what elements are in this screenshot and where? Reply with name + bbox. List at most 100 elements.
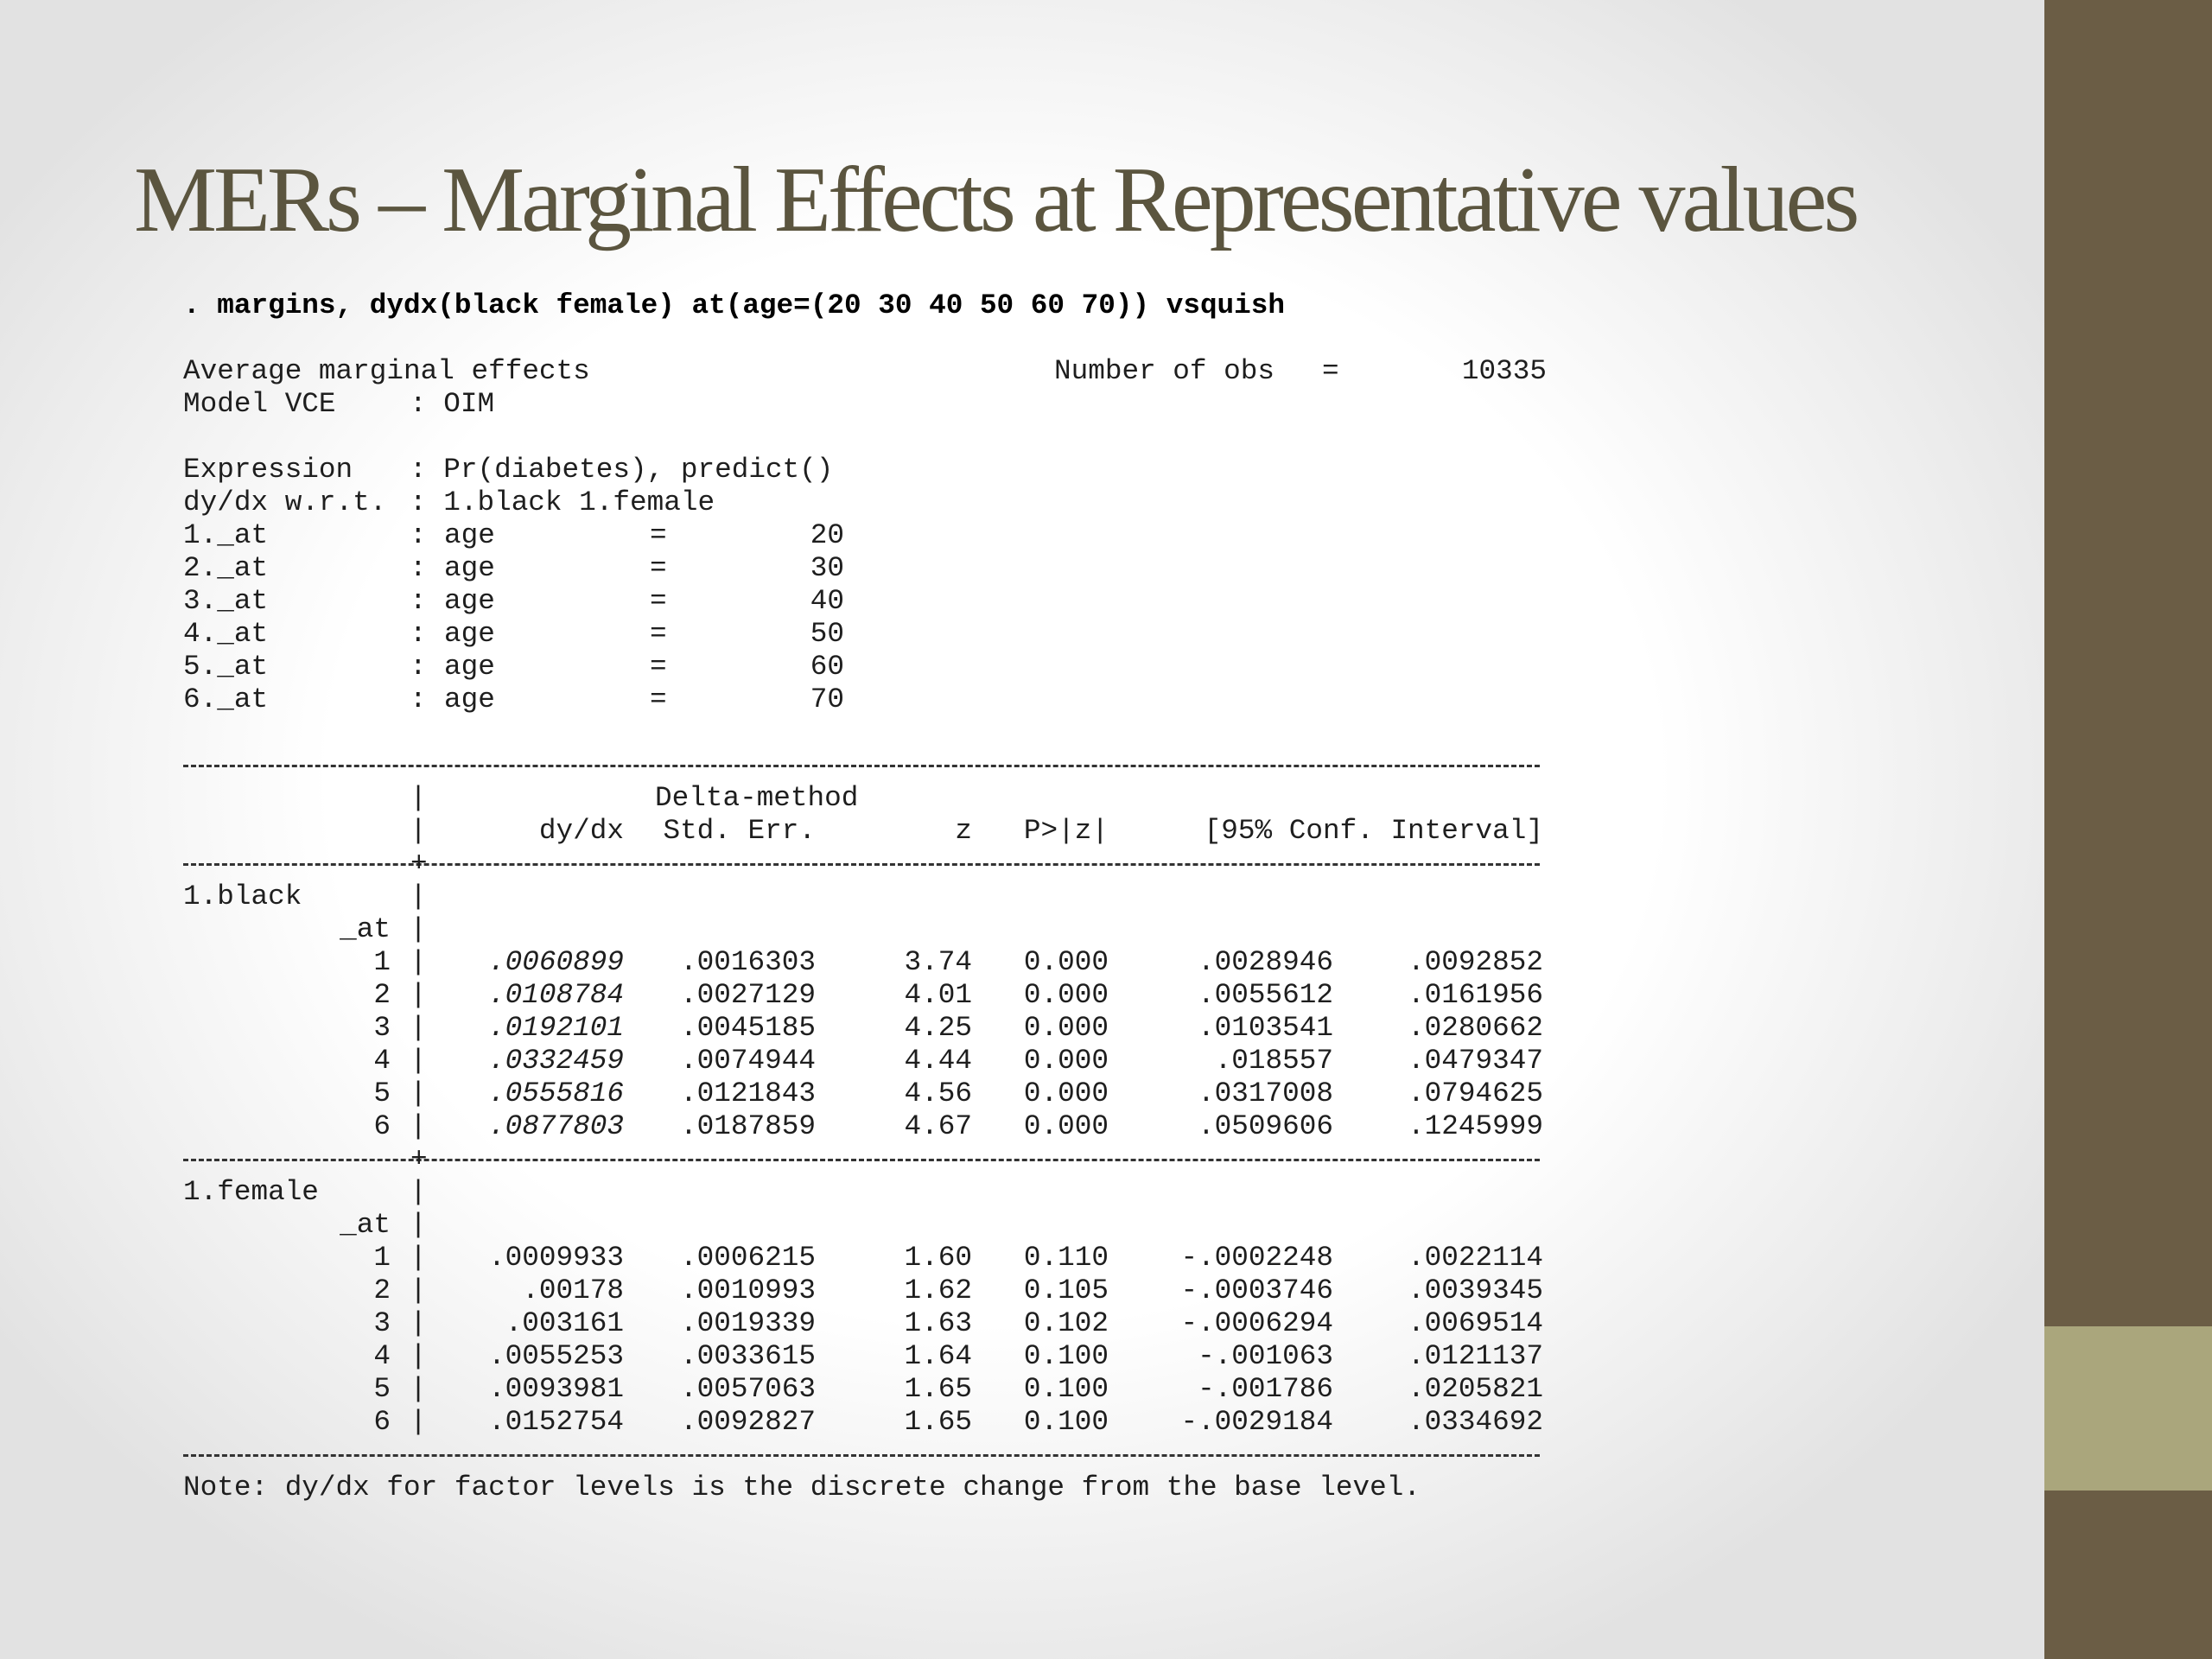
table-bottom-rule xyxy=(183,1439,1540,1471)
table-row: 5 | .0093981 .0057063 1.65 0.100 -.001786 .0205… xyxy=(183,1373,1543,1406)
col-header-p: P>|z| xyxy=(1023,815,1109,847)
cell-p-value: 0.110 xyxy=(1023,1242,1109,1274)
at-colon: : xyxy=(410,519,427,551)
cell-z: 1.60 xyxy=(904,1242,972,1274)
nobs-label: Number of obs xyxy=(1054,355,1275,387)
at-var: age xyxy=(444,618,495,650)
slide-title: MERs – Marginal Effects at Representativ… xyxy=(134,149,1859,251)
column-divider: | xyxy=(410,1209,427,1241)
table-top-rule xyxy=(183,749,1540,782)
at-eq: = xyxy=(650,683,667,715)
at-label-row: _at | xyxy=(183,1209,1540,1242)
at-index: 1 xyxy=(373,1242,391,1274)
cell-std-err: .0074944 xyxy=(680,1045,816,1077)
at-eq: = xyxy=(650,519,667,551)
at-value: 50 xyxy=(810,618,844,650)
at-colon: : xyxy=(410,618,427,650)
cell-std-err: .0016303 xyxy=(680,946,816,978)
cell-dydx: .0055253 xyxy=(488,1340,624,1372)
table-row: 3 | .0192101 .0045185 4.25 0.000 .0103541 .0280… xyxy=(183,1012,1543,1045)
at-label-row: _at | xyxy=(183,913,1540,946)
delta-method-label: Delta-method xyxy=(655,782,859,814)
at-colon: : xyxy=(410,585,427,617)
cell-ci-upper: .1245999 xyxy=(1408,1110,1543,1142)
at-name: 1._at xyxy=(183,519,269,551)
at-index: 2 xyxy=(373,1274,391,1306)
cell-ci-lower: .018557 xyxy=(1214,1045,1333,1077)
column-divider: | xyxy=(410,946,427,978)
cell-ci-upper: .0280662 xyxy=(1408,1012,1543,1044)
column-divider: | xyxy=(410,1045,427,1077)
cell-z: 4.44 xyxy=(904,1045,972,1077)
cell-z: 4.67 xyxy=(904,1110,972,1142)
cell-ci-upper: .0205821 xyxy=(1408,1373,1543,1405)
table-row: 1 | .0009933 .0006215 1.60 0.110 -.0002248 .002… xyxy=(183,1242,1543,1274)
header-title: Average marginal effects xyxy=(183,355,590,387)
at-label: _at xyxy=(340,913,391,945)
at-eq: = xyxy=(650,651,667,683)
model-vce-value: : OIM xyxy=(410,388,495,420)
at-var: age xyxy=(444,683,495,715)
at-colon: : xyxy=(410,552,427,584)
cell-z: 1.64 xyxy=(904,1340,972,1372)
cell-std-err: .0187859 xyxy=(680,1110,816,1142)
cell-ci-lower: -.001063 xyxy=(1198,1340,1333,1372)
group-name: 1.female xyxy=(183,1176,319,1208)
at-var: age xyxy=(444,585,495,617)
at-index: 5 xyxy=(373,1373,391,1405)
cell-p-value: 0.000 xyxy=(1023,979,1109,1011)
model-vce-label: Model VCE xyxy=(183,388,336,420)
col-header-z: z xyxy=(955,815,972,847)
cell-dydx: .003161 xyxy=(505,1307,624,1339)
at-name: 3._at xyxy=(183,585,269,617)
note-line: Note: dy/dx for factor levels is the dis… xyxy=(183,1471,1421,1503)
at-definitions: 1._at: age = 20 2._at: age = 30 3._at: age = 40 4._a… xyxy=(183,519,1540,716)
cell-std-err: .0006215 xyxy=(680,1242,816,1274)
at-value: 40 xyxy=(810,585,844,617)
at-definition-row: 3._at: age = 40 xyxy=(183,585,1540,618)
dydx-wrt-value: : 1.black 1.female xyxy=(410,486,715,518)
cell-std-err: .0019339 xyxy=(680,1307,816,1339)
table-row: 2 | .00178 .0010993 1.62 0.105 -.0003746 .00393… xyxy=(183,1274,1543,1307)
column-divider: | xyxy=(410,1242,427,1274)
cell-dydx: .0060899 xyxy=(488,946,624,978)
at-index: 5 xyxy=(373,1077,391,1109)
cell-p-value: 0.000 xyxy=(1023,1045,1109,1077)
at-index: 3 xyxy=(373,1307,391,1339)
table-row: 6 | .0877803 .0187859 4.67 0.000 .0509606 .1245… xyxy=(183,1110,1543,1143)
decorative-sidebar xyxy=(2044,0,2212,1659)
cell-dydx: .0877803 xyxy=(488,1110,624,1142)
cell-std-err: .0027129 xyxy=(680,979,816,1011)
column-divider: | xyxy=(410,880,427,912)
cell-z: 4.25 xyxy=(904,1012,972,1044)
at-eq: = xyxy=(650,552,667,584)
column-divider: | xyxy=(410,1307,427,1339)
cell-p-value: 0.000 xyxy=(1023,1110,1109,1142)
col-header-ci: [95% Conf. Interval] xyxy=(1204,815,1543,847)
cell-std-err: .0010993 xyxy=(680,1274,816,1306)
table-body: 1.black | _at | 1 | .0060899 .0016303 3.74 0.000.… xyxy=(183,880,1543,1471)
cell-z: 1.65 xyxy=(904,1406,972,1438)
nobs-eq: = xyxy=(1322,355,1339,387)
at-definition-row: 1._at: age = 20 xyxy=(183,519,1540,552)
at-definition-row: 4._at: age = 50 xyxy=(183,618,1540,651)
cell-p-value: 0.000 xyxy=(1023,1012,1109,1044)
dydx-wrt-row: dy/dx w.r.t.: 1.black 1.female xyxy=(183,486,1540,519)
cell-ci-upper: .0069514 xyxy=(1408,1307,1543,1339)
cell-std-err: .0057063 xyxy=(680,1373,816,1405)
cell-z: 4.56 xyxy=(904,1077,972,1109)
slide: MERs – Marginal Effects at Representativ… xyxy=(0,0,2044,1659)
column-divider: | xyxy=(410,1110,427,1142)
at-index: 4 xyxy=(373,1045,391,1077)
table-row: 3 | .003161 .0019339 1.63 0.102 -.0006294 .0069… xyxy=(183,1307,1543,1340)
at-index: 6 xyxy=(373,1406,391,1438)
cell-ci-upper: .0794625 xyxy=(1408,1077,1543,1109)
column-divider: | xyxy=(410,1373,427,1405)
cell-z: 3.74 xyxy=(904,946,972,978)
table-row: 4 | .0332459 .0074944 4.44 0.000 .018557 .04793… xyxy=(183,1045,1543,1077)
column-divider: | xyxy=(410,1077,427,1109)
group-header-row: 1.black | xyxy=(183,880,1540,913)
at-colon: : xyxy=(410,651,427,683)
at-definition-row: 5._at: age = 60 xyxy=(183,651,1540,683)
cell-std-err: .0033615 xyxy=(680,1340,816,1372)
